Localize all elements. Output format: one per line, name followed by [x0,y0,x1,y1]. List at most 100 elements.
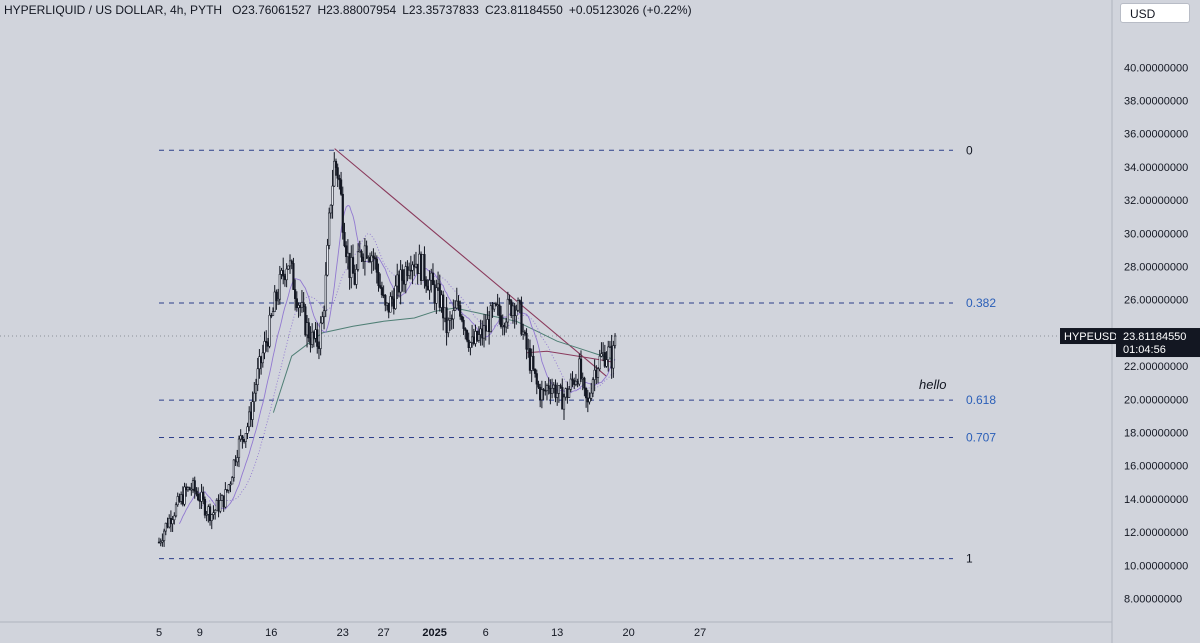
candle-body [287,265,290,270]
candle-body [326,245,329,276]
candle-body [545,385,549,391]
price-tag-box [1116,328,1200,358]
candle-body [174,504,178,517]
time-axis-tick: 13 [551,627,563,639]
candle-body [290,260,293,264]
price-tag-countdown: 01:04:56 [1123,344,1166,356]
candle-body [528,348,532,371]
candle-body [328,212,331,246]
candle-body [477,334,481,341]
candle-body [493,303,496,310]
candle-body [443,307,446,319]
candle-body [195,490,198,495]
candle-body [593,369,596,380]
candle-body [270,314,273,317]
candle-body [208,506,212,521]
symbol-tag-box [1060,328,1116,345]
candle-body [498,304,501,316]
price-axis-tick: 12.00000000 [1124,527,1188,539]
candle-body [224,489,227,508]
candle-body [401,269,404,281]
candle-body [510,300,513,317]
candle-body [282,270,285,277]
price-axis-tick: 16.00000000 [1124,461,1188,473]
candle-body [193,480,196,492]
candle-body [413,264,416,268]
candle-body [244,433,247,442]
candle-body [552,384,555,389]
price-axis-tick: 10.00000000 [1124,560,1188,572]
candle-body [200,491,203,502]
candle-body [612,345,615,369]
candle-body [345,245,348,258]
price-axis-tick: 40.00000000 [1124,62,1188,74]
candle-body [382,294,385,297]
candle-body [356,251,360,270]
moving-average-line[interactable] [526,350,615,364]
candle-body [578,358,581,385]
candle-body [225,489,229,491]
candle-body [181,494,184,505]
candle-body [343,232,346,247]
fast-moving-average-line[interactable] [178,204,616,525]
candle-body [569,378,572,390]
candle-body [610,345,613,369]
price-axis-tick: 14.00000000 [1124,494,1188,506]
candle-body [316,329,319,347]
candle-body [350,257,353,278]
candle-body [180,494,183,502]
candle-body [339,179,343,195]
candle-body [527,348,530,350]
candle-body [595,369,598,378]
candle-body [258,356,261,370]
candle-body [375,258,378,273]
symbol-title[interactable]: HYPERLIQUID / US DOLLAR, 4h, PYTH [4,3,223,17]
candle-body [411,264,414,271]
candle-body [164,522,167,532]
candle-body [481,328,484,339]
candle-body [581,377,584,380]
candle-body [431,272,435,286]
candle-body [605,359,608,367]
candle-body [261,352,264,364]
time-axis-tick: 6 [483,627,489,639]
candle-body [489,305,492,333]
candle-body [433,284,436,304]
candle-body [234,459,237,463]
candle-body [314,329,317,339]
candle-body [505,321,508,328]
candle-body [532,355,535,370]
candle-body [488,319,491,333]
fib-level-label: 0.707 [966,430,996,444]
candle-body [503,325,506,328]
candle-body [544,389,547,392]
candle-body [292,263,295,290]
candle-body [399,269,402,293]
candle-body [561,387,564,410]
candle-body [445,307,448,334]
candle-body [530,355,533,371]
candle-body [377,272,380,286]
candle-body [251,401,254,420]
candle-body [506,298,509,323]
candle-body [232,459,235,478]
trendline[interactable] [334,148,607,377]
price-axis-tick: 32.00000000 [1124,195,1188,207]
candle-body [453,307,457,311]
candle-body [385,302,389,306]
candle-body [457,300,460,306]
candle-body [362,256,365,262]
candle-body [220,495,224,501]
candle-body [588,397,591,403]
candle-body [516,300,520,311]
candle-body [479,328,482,335]
price-axis-tick: 26.00000000 [1124,295,1188,307]
fast-moving-average-line[interactable] [199,233,616,509]
candle-body [406,266,409,276]
currency-button[interactable]: USD [1120,3,1190,23]
time-axis-tick: 9 [197,627,203,639]
candle-body [450,318,453,320]
price-axis-tick: 34.00000000 [1124,162,1188,174]
candle-body [501,325,504,327]
